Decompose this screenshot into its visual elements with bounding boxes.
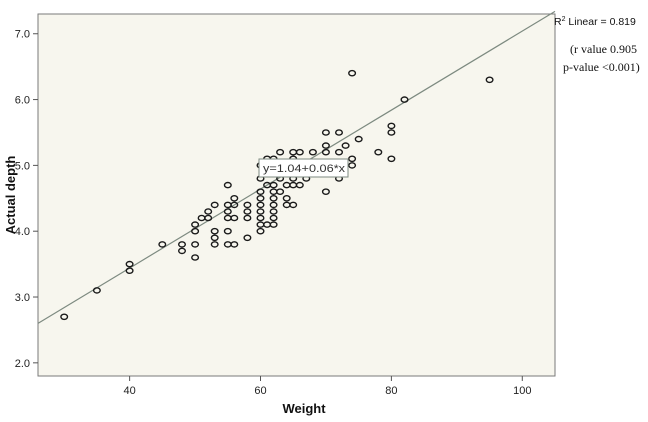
data-point bbox=[387, 155, 396, 163]
data-point bbox=[256, 208, 265, 215]
data-point bbox=[210, 201, 219, 209]
data-point bbox=[158, 241, 167, 248]
r-value-annotation: (r value 0.905 bbox=[570, 42, 637, 56]
data-point bbox=[230, 194, 239, 202]
data-point bbox=[243, 234, 252, 242]
data-point bbox=[348, 162, 357, 169]
data-point bbox=[60, 313, 69, 321]
x-tick-label: 100 bbox=[513, 385, 531, 397]
r-squared-label: R2 Linear = 0.819 bbox=[554, 16, 636, 28]
data-point bbox=[256, 227, 265, 235]
y-tick-label: 6.0 bbox=[15, 95, 30, 107]
data-point bbox=[223, 227, 232, 235]
p-value-annotation: p-value <0.001) bbox=[563, 60, 640, 74]
data-point bbox=[256, 201, 265, 209]
data-point bbox=[335, 129, 344, 136]
data-point bbox=[341, 142, 350, 149]
data-point bbox=[289, 201, 298, 209]
data-point bbox=[335, 148, 344, 156]
data-point bbox=[230, 214, 239, 222]
data-point bbox=[204, 208, 213, 215]
data-point bbox=[276, 188, 285, 195]
data-point bbox=[125, 267, 134, 275]
y-tick-label: 5.0 bbox=[15, 160, 30, 172]
r-squared-suffix: Linear = 0.819 bbox=[566, 16, 637, 28]
data-point bbox=[308, 148, 317, 156]
data-point bbox=[223, 208, 232, 215]
x-axis-ticks: 40 60 80 100 bbox=[123, 376, 531, 397]
data-point bbox=[348, 155, 357, 163]
data-point bbox=[210, 227, 219, 235]
x-tick-label: 40 bbox=[123, 385, 135, 397]
data-point bbox=[282, 194, 291, 202]
equation-label-text: y=1.04+0.06*x bbox=[263, 163, 346, 175]
data-point bbox=[321, 142, 330, 149]
y-tick-label: 7.0 bbox=[15, 29, 30, 41]
equation-label: y=1.04+0.06*x bbox=[258, 158, 349, 178]
data-point bbox=[321, 188, 330, 195]
data-point bbox=[191, 254, 200, 261]
data-point bbox=[269, 181, 278, 189]
data-point bbox=[256, 188, 265, 195]
data-point bbox=[374, 148, 383, 156]
data-point bbox=[321, 148, 330, 156]
y-tick-label: 2.0 bbox=[15, 358, 30, 370]
plot-area bbox=[37, 13, 556, 377]
data-point bbox=[485, 76, 494, 84]
x-tick-label: 80 bbox=[385, 385, 397, 397]
r-squared-prefix: R bbox=[554, 16, 562, 28]
data-point bbox=[177, 247, 186, 255]
data-point bbox=[243, 201, 252, 209]
data-point bbox=[230, 201, 239, 209]
data-point bbox=[295, 181, 304, 189]
y-axis-ticks: 2.0 3.0 4.0 5.0 6.0 7.0 bbox=[15, 29, 38, 370]
y-axis-title: Actual depth bbox=[3, 156, 18, 235]
data-point bbox=[387, 122, 396, 130]
data-point bbox=[92, 287, 101, 294]
y-tick-label: 3.0 bbox=[15, 292, 30, 304]
data-point bbox=[348, 69, 357, 77]
data-point bbox=[223, 181, 232, 189]
data-point bbox=[354, 135, 363, 143]
data-point bbox=[321, 129, 330, 136]
r-squared-superscript: 2 bbox=[562, 16, 566, 23]
data-point bbox=[243, 214, 252, 222]
data-point bbox=[269, 221, 278, 228]
data-point bbox=[400, 96, 409, 103]
data-point bbox=[210, 234, 219, 242]
data-point bbox=[276, 148, 285, 156]
data-point bbox=[269, 201, 278, 209]
x-tick-label: 60 bbox=[254, 385, 266, 397]
data-point bbox=[177, 241, 186, 248]
equation-label-box bbox=[258, 158, 349, 178]
data-point bbox=[295, 148, 304, 156]
data-point bbox=[125, 260, 134, 268]
data-point bbox=[204, 214, 213, 222]
y-tick-label: 4.0 bbox=[15, 226, 30, 238]
data-point bbox=[256, 194, 265, 202]
x-axis-title: Weight bbox=[282, 401, 326, 416]
data-point bbox=[191, 221, 200, 228]
data-point bbox=[210, 241, 219, 248]
data-point bbox=[269, 214, 278, 222]
data-point bbox=[191, 227, 200, 235]
data-point bbox=[243, 208, 252, 215]
data-point bbox=[191, 241, 200, 248]
data-point bbox=[256, 214, 265, 222]
data-point bbox=[269, 208, 278, 215]
data-point bbox=[387, 129, 396, 136]
data-point bbox=[269, 194, 278, 202]
data-point bbox=[230, 241, 239, 248]
